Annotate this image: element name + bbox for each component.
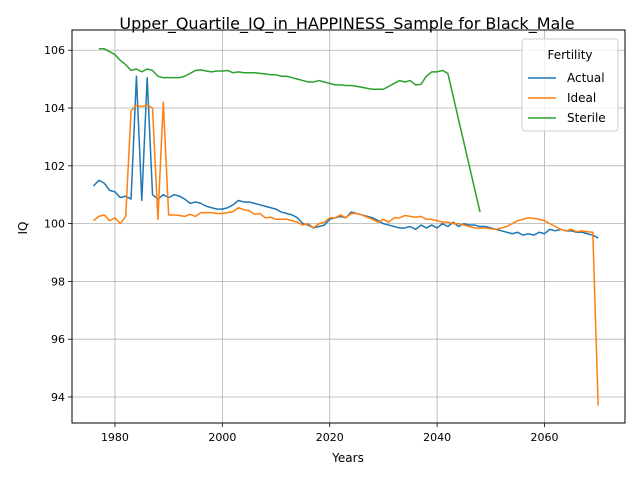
x-tick-label: 2040 xyxy=(423,431,451,444)
y-tick-label: 106 xyxy=(44,44,65,57)
y-tick-label: 94 xyxy=(51,391,65,404)
y-tick-label: 104 xyxy=(44,102,65,115)
legend-label-sterile: Sterile xyxy=(567,111,606,125)
plot-frame xyxy=(71,29,626,424)
chart-title: Upper_Quartile_IQ_in_HAPPINESS_Sample fo… xyxy=(119,14,574,34)
y-tick-label: 98 xyxy=(51,275,65,288)
x-tick-label: 2000 xyxy=(208,431,236,444)
y-axis: 94 96 98 100 102 104 106 xyxy=(44,44,72,404)
y-tick-label: 96 xyxy=(51,333,65,346)
series-lines xyxy=(92,48,599,406)
legend-label-actual: Actual xyxy=(567,71,605,85)
legend-title: Fertility xyxy=(547,48,592,62)
x-tick-label: 2020 xyxy=(316,431,344,444)
y-tick-label: 102 xyxy=(44,160,65,173)
legend-entries: Actual Ideal Sterile xyxy=(528,71,606,125)
y-axis-label: IQ xyxy=(16,222,30,235)
series-line-ideal xyxy=(93,101,599,406)
legend-box xyxy=(521,38,619,132)
legend: Fertility Actual Ideal Sterile xyxy=(521,38,619,132)
x-axis: 1980 2000 2020 2040 2060 xyxy=(101,423,558,444)
series-line-sterile xyxy=(98,48,481,213)
y-tick-label: 100 xyxy=(44,218,65,231)
x-tick-label: 2060 xyxy=(530,431,558,444)
x-tick-label: 1980 xyxy=(101,431,129,444)
legend-label-ideal: Ideal xyxy=(567,91,596,105)
x-axis-label: Years xyxy=(331,451,364,465)
